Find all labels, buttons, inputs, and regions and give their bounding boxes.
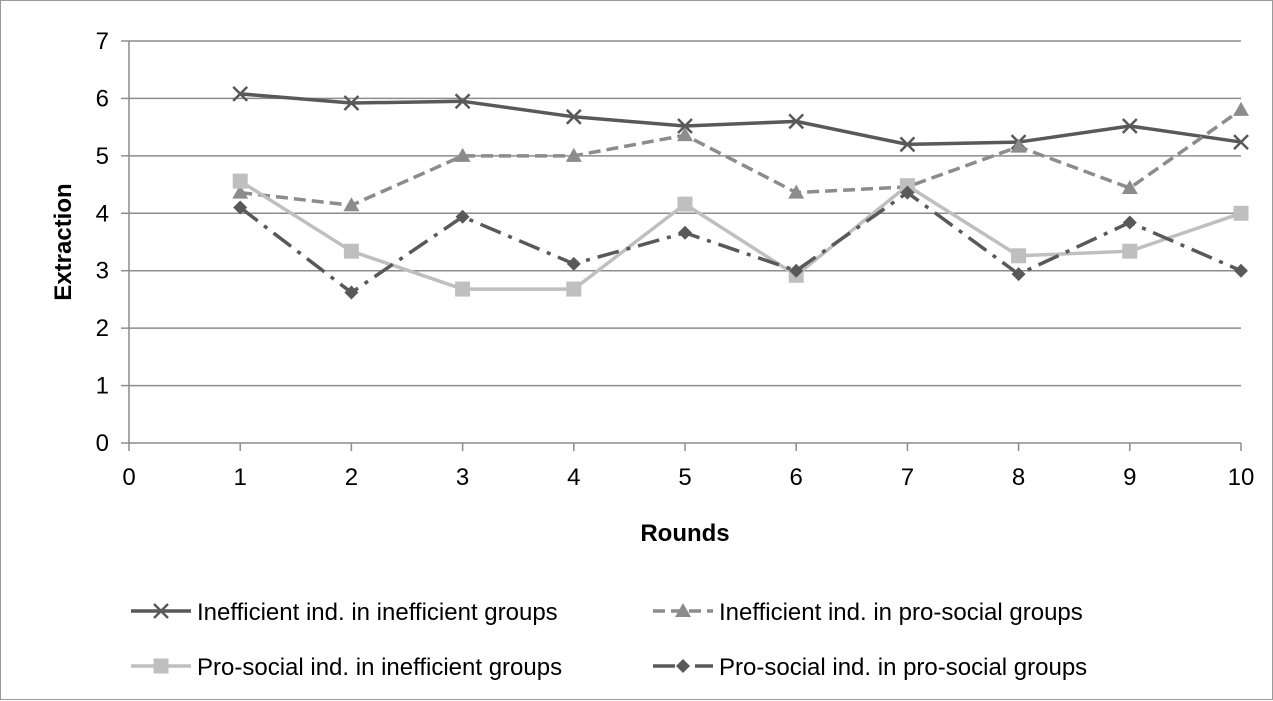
y-tick-label: 3 <box>96 258 109 285</box>
x-tick-label: 7 <box>901 464 914 491</box>
legend-item: Pro-social ind. in inefficient groups <box>131 654 562 681</box>
y-tick-label: 1 <box>96 373 109 400</box>
data-point <box>454 147 471 162</box>
series-group <box>232 85 1249 300</box>
y-tick-label: 2 <box>96 315 109 342</box>
x-tick-label: 5 <box>678 464 691 491</box>
data-point <box>566 281 582 297</box>
x-tick-label: 4 <box>567 464 580 491</box>
data-point <box>1121 180 1138 195</box>
data-point <box>343 243 359 259</box>
data-point <box>678 225 692 240</box>
x-tick-label: 3 <box>456 464 469 491</box>
legend: Inefficient ind. in inefficient groups In… <box>131 599 1087 681</box>
x-tick-label: 10 <box>1228 464 1255 491</box>
data-point <box>677 127 693 142</box>
data-point <box>233 200 248 215</box>
y-tick-label: 0 <box>96 430 109 457</box>
series-4 <box>233 185 1248 300</box>
data-point <box>343 95 360 111</box>
y-tick-label: 6 <box>96 85 109 112</box>
gridlines <box>129 40 1241 387</box>
data-point <box>899 136 916 153</box>
x-tick-label: 8 <box>1012 464 1025 491</box>
series-line <box>240 92 1242 147</box>
data-point <box>1010 138 1027 153</box>
legend-swatch-marker <box>153 658 169 674</box>
legend-label: Pro-social ind. in inefficient groups <box>197 654 562 681</box>
data-point <box>788 184 805 199</box>
legend-item: Inefficient ind. in inefficient groups <box>131 599 558 626</box>
x-axis-title: Rounds <box>640 520 729 547</box>
series-1 <box>232 85 1249 153</box>
data-point <box>1122 243 1138 259</box>
axes: 0 1 2 3 4 5 6 7 0 1 2 3 4 5 6 7 8 9 10 <box>96 28 1255 491</box>
data-point <box>677 118 693 134</box>
legend-item: Pro-social ind. in pro-social groups <box>653 654 1087 681</box>
legend-item: Inefficient ind. in pro-social groups <box>653 599 1083 626</box>
legend-label: Pro-social ind. in pro-social groups <box>719 654 1087 681</box>
data-point <box>1234 263 1248 278</box>
data-point <box>344 285 359 300</box>
data-point <box>565 108 582 125</box>
data-point <box>455 281 471 297</box>
series-line <box>239 190 1242 295</box>
data-point <box>789 263 804 278</box>
data-point <box>1011 248 1027 264</box>
x-tick-label: 0 <box>122 464 135 491</box>
x-tick-label: 9 <box>1123 464 1136 491</box>
data-point <box>677 196 693 212</box>
data-point <box>232 173 248 189</box>
legend-swatch-marker <box>675 603 691 617</box>
x-tick-label: 2 <box>345 464 358 491</box>
series-line <box>240 108 1243 207</box>
y-axis-title: Extraction <box>50 183 77 300</box>
data-point <box>232 85 249 102</box>
data-point <box>232 184 249 199</box>
data-point <box>454 93 471 110</box>
data-point <box>788 113 805 130</box>
data-point <box>455 209 470 224</box>
data-point <box>565 147 582 162</box>
legend-label: Inefficient ind. in pro-social groups <box>719 599 1083 626</box>
data-point <box>566 256 581 271</box>
data-point <box>1121 118 1138 134</box>
legend-swatch-marker <box>153 603 169 619</box>
data-point <box>1233 101 1249 116</box>
x-tick-label: 1 <box>234 464 247 491</box>
data-point <box>1233 134 1249 150</box>
y-tick-label: 7 <box>96 28 109 55</box>
y-tick-label: 4 <box>96 200 109 227</box>
data-point <box>1122 215 1137 230</box>
series-line <box>239 179 1242 291</box>
data-point <box>1233 205 1249 221</box>
x-tick-label: 6 <box>790 464 803 491</box>
y-tick-label: 5 <box>96 143 109 170</box>
legend-swatch-marker <box>676 659 690 673</box>
data-point <box>900 185 915 200</box>
data-point <box>343 197 360 212</box>
data-point <box>1011 267 1026 282</box>
legend-label: Inefficient ind. in inefficient groups <box>197 599 558 626</box>
